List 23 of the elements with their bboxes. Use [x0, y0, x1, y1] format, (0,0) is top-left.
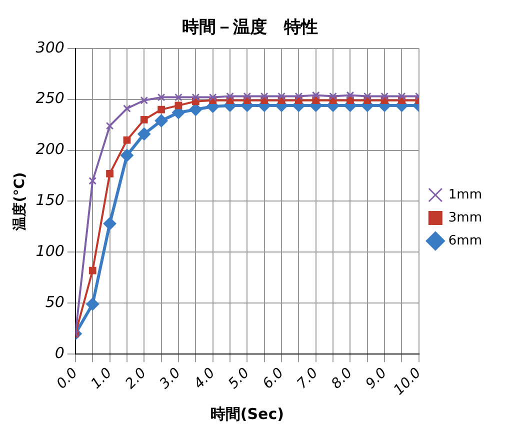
- x-tick-label: 1.0: [88, 365, 116, 392]
- y-tick-label: 250: [36, 89, 64, 108]
- x-tick-label: 5.0: [226, 365, 253, 392]
- y-tick-label: 0: [54, 344, 64, 362]
- y-tick-label: 50: [45, 293, 64, 312]
- y-tick-label: 300: [36, 38, 64, 56]
- x-tick-label: 3.0: [156, 365, 184, 392]
- legend-label: 3mm: [448, 210, 482, 226]
- x-tick-label: 8.0: [328, 365, 356, 392]
- x-tick-label: 9.0: [362, 365, 390, 392]
- legend-label: 1mm: [448, 187, 482, 202]
- x-tick-label: 6.0: [260, 365, 287, 392]
- x-tick-label: 0.0: [54, 365, 81, 392]
- y-tick-label: 100: [36, 242, 64, 260]
- y-tick-label: 200: [36, 140, 64, 158]
- chart-title: 時間－温度 特性: [182, 18, 318, 38]
- x-tick-label: 2.0: [122, 365, 150, 392]
- x-tick-label: 7.0: [294, 365, 322, 392]
- x-tick-label: 4.0: [191, 365, 218, 392]
- y-tick-label: 150: [36, 191, 64, 210]
- x-axis-title: 時間(Sec): [210, 404, 284, 423]
- y-axis-title: 温度(°C): [11, 172, 28, 232]
- legend-label: 6mm: [448, 233, 482, 248]
